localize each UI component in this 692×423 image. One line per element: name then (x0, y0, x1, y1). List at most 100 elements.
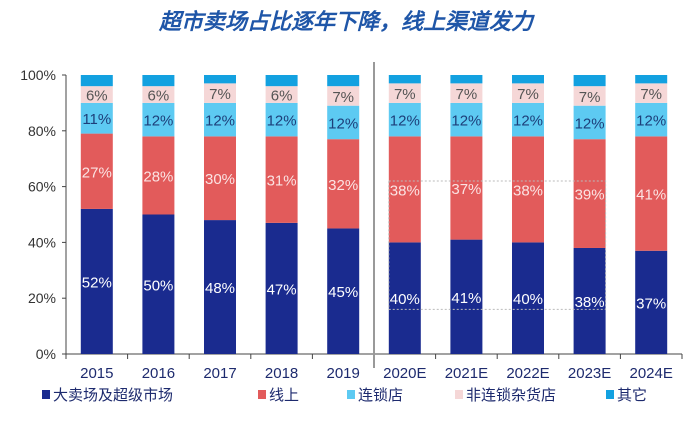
bar-segment (635, 75, 668, 84)
bar-segment (80, 75, 113, 87)
y-tick-label: 0% (36, 346, 56, 362)
data-label: 12% (205, 113, 235, 130)
bar-segment (512, 242, 544, 354)
bar-segment (635, 83, 668, 103)
legend-label: 非连锁杂货店 (466, 386, 557, 404)
data-label: 37% (451, 181, 481, 198)
legend-label: 线上 (269, 386, 300, 404)
y-tick-label: 80% (28, 123, 56, 139)
data-label: 41% (451, 290, 481, 307)
data-label: 40% (513, 291, 543, 308)
bar-segment (142, 86, 175, 103)
bar-segment (204, 75, 236, 84)
bar-segment (142, 136, 175, 215)
legend-swatch (606, 390, 614, 399)
bar-segment (450, 136, 483, 240)
bar-segment (265, 86, 298, 103)
data-label: 7% (209, 86, 231, 103)
legend-swatch (258, 390, 266, 399)
bar-segment (204, 83, 236, 103)
y-tick-label: 60% (28, 179, 56, 195)
bar-segment (265, 102, 298, 137)
data-label: 6% (271, 88, 293, 105)
bar-segment (265, 222, 298, 354)
bar-segment (327, 228, 360, 354)
chart-title: 超市卖场占比逐年下降，线上渠道发力 (158, 10, 533, 35)
legend-label: 其它 (617, 386, 648, 404)
bar-segment (573, 105, 606, 140)
bar-segment (142, 214, 175, 354)
bar-segment (573, 247, 606, 354)
legend-swatch (455, 390, 463, 399)
data-label: 12% (328, 115, 358, 132)
legend-item: 线上 (258, 384, 299, 405)
legend-label: 大卖场及超级市场 (53, 386, 174, 404)
bar-segment (327, 105, 360, 140)
bar-segment (512, 136, 544, 243)
x-tick-label: 2024E (630, 365, 673, 382)
data-label: 41% (636, 187, 666, 204)
legend-swatch (347, 390, 355, 399)
x-tick-label: 2015 (80, 365, 113, 382)
bar-segment (80, 208, 113, 354)
bar-segment (573, 139, 606, 248)
data-label: 50% (143, 277, 173, 294)
data-label: 38% (513, 182, 543, 199)
bar-segment (80, 133, 113, 209)
bar-segment (512, 83, 544, 103)
data-label: 45% (328, 284, 358, 301)
bar-segment (512, 102, 544, 137)
bar-segment (265, 136, 298, 223)
data-label: 39% (575, 187, 605, 204)
x-tick-label: 2019 (327, 365, 360, 382)
data-label: 12% (636, 113, 666, 130)
x-tick-label: 2021E (445, 365, 488, 382)
bar-segment (142, 102, 175, 137)
bar-segment (512, 75, 544, 84)
bar-segment (573, 86, 606, 106)
data-label: 6% (148, 88, 170, 105)
bar-segment (388, 242, 421, 354)
bar-segment (388, 75, 421, 84)
y-tick-label: 20% (28, 290, 56, 306)
legend-item: 大卖场及超级市场 (42, 384, 173, 405)
bar-segment (204, 220, 236, 354)
data-label: 12% (267, 113, 297, 130)
legend-item: 连锁店 (347, 384, 403, 405)
bar-segment (635, 136, 668, 251)
y-tick-label: 40% (28, 234, 56, 250)
bar-segment (80, 86, 113, 103)
bar-segment (573, 75, 606, 87)
data-label: 12% (451, 113, 481, 130)
bar-segment (204, 102, 236, 137)
bar-segment (388, 83, 421, 103)
bar-segment (450, 83, 483, 103)
data-label: 30% (205, 171, 235, 188)
data-label: 12% (575, 115, 605, 132)
bar-segment (635, 102, 668, 137)
data-label: 7% (579, 89, 601, 106)
bar-segment (388, 102, 421, 137)
data-label: 6% (86, 88, 108, 105)
data-label: 31% (267, 173, 297, 190)
data-label: 12% (143, 113, 173, 130)
data-label: 38% (390, 182, 420, 199)
data-label: 7% (517, 86, 539, 103)
data-label: 32% (328, 177, 358, 194)
bar-segment (80, 102, 113, 134)
legend-label: 连锁店 (358, 386, 404, 404)
bar-segment (142, 75, 175, 87)
data-label: 7% (640, 86, 662, 103)
bar-segment (327, 75, 360, 87)
bar-segment (450, 102, 483, 137)
data-label: 47% (267, 281, 297, 298)
x-tick-label: 2016 (142, 365, 175, 382)
data-label: 11% (82, 111, 111, 128)
legend-item: 其它 (606, 384, 647, 405)
bar-segment (327, 139, 360, 229)
bar-segment (635, 250, 668, 354)
x-tick-label: 2022E (506, 365, 549, 382)
data-label: 28% (143, 168, 173, 185)
data-label: 12% (513, 113, 543, 130)
y-tick-label: 100% (20, 67, 56, 83)
